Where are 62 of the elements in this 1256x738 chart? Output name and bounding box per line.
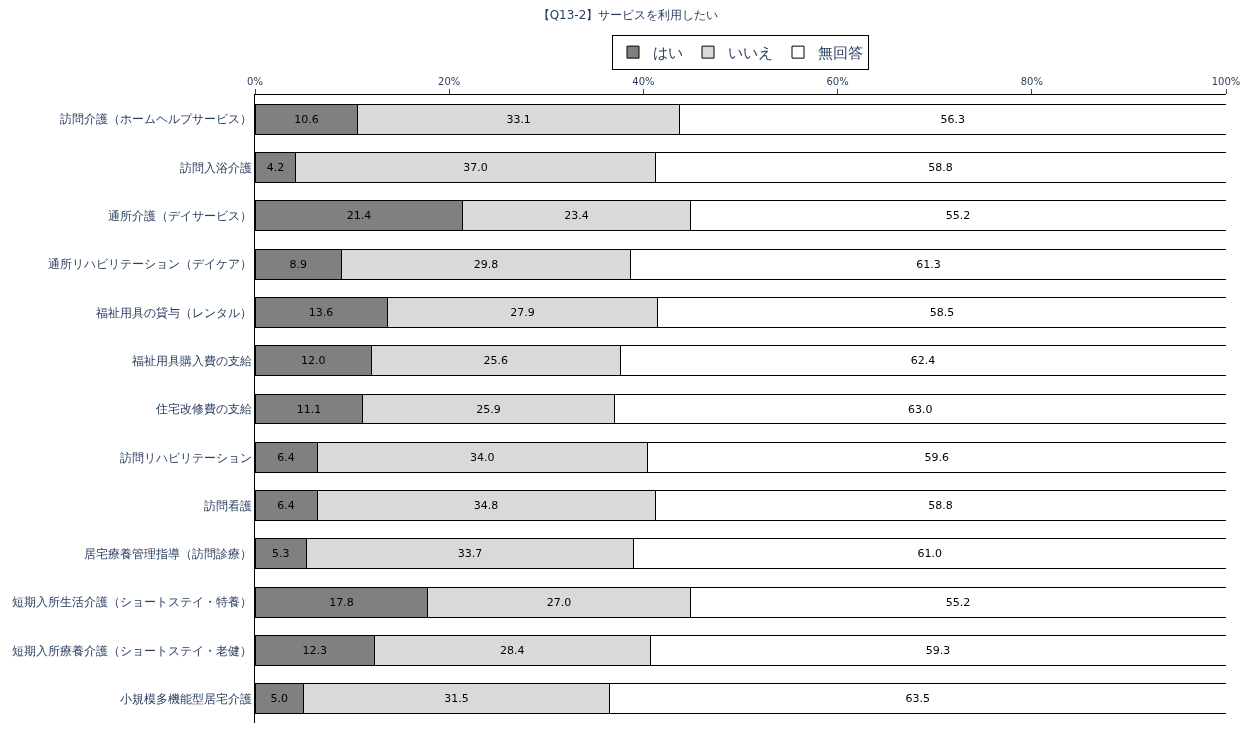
x-tick-label: 60%: [826, 76, 849, 87]
data-label: 63.5: [905, 692, 930, 706]
data-label: 55.2: [945, 209, 971, 223]
x-tick-label: 0%: [247, 76, 263, 87]
y-tick-label: 通所リハビリテーション（デイケア）: [47, 257, 252, 272]
chart-title: 【Q13-2】サービスを利用したい: [537, 8, 719, 23]
data-label: 12.3: [302, 644, 327, 658]
data-label: 11.1: [296, 402, 322, 416]
data-label: 58.8: [928, 499, 953, 513]
y-tick-label: 訪問介護（ホームヘルプサービス）: [59, 112, 252, 127]
y-tick-label: 訪問看護: [203, 498, 252, 513]
y-tick-label: 通所介護（デイサービス）: [107, 208, 252, 223]
data-label: 27.9: [510, 305, 535, 319]
data-label: 33.1: [506, 112, 531, 126]
data-label: 27.0: [546, 595, 572, 609]
data-label: 59.3: [925, 644, 951, 658]
data-label: 58.5: [929, 305, 955, 319]
data-label: 37.0: [463, 160, 488, 174]
data-label: 29.8: [473, 257, 499, 271]
x-tick-label: 80%: [1020, 76, 1043, 87]
data-label: 25.6: [483, 354, 509, 368]
data-label: 17.8: [329, 595, 354, 609]
data-label: 10.6: [294, 112, 319, 126]
data-label: 4.2: [266, 160, 285, 174]
data-label: 34.0: [469, 450, 495, 464]
y-tick-label: 福祉用具購入費の支給: [131, 353, 252, 368]
y-tick-label: 短期入所療養介護（ショートステイ・老健）: [11, 643, 252, 658]
x-tick-label: 20%: [438, 76, 461, 87]
data-label: 61.3: [916, 257, 941, 271]
data-label: 33.7: [457, 547, 483, 561]
data-label: 63.0: [907, 402, 933, 416]
y-tick-label: 住宅改修費の支給: [154, 402, 252, 417]
data-label: 31.5: [444, 692, 469, 706]
data-label: 28.4: [500, 644, 525, 658]
data-label: 21.4: [346, 209, 372, 223]
data-label: 59.6: [924, 450, 949, 464]
y-tick-label: 訪問リハビリテーション: [119, 450, 252, 465]
data-label: 8.9: [289, 257, 307, 271]
y-tick-label: 短期入所生活介護（ショートステイ・特養）: [11, 595, 252, 610]
data-label: 6.4: [277, 499, 295, 513]
data-label: 56.3: [940, 112, 965, 126]
data-label: 58.8: [928, 160, 953, 174]
data-label: 13.6: [308, 305, 334, 319]
data-label: 55.2: [945, 595, 971, 609]
data-label: 5.0: [270, 692, 289, 706]
y-tick-label: 居宅療養管理指導（訪問診療）: [83, 547, 252, 562]
data-label: 23.4: [564, 209, 589, 223]
data-label: 5.3: [271, 547, 290, 561]
data-label: 6.4: [277, 450, 295, 464]
y-tick-label: 訪問入浴介護: [179, 160, 252, 175]
y-tick-label: 福祉用具の貸与（レンタル）: [95, 305, 252, 320]
data-label: 12.0: [301, 354, 326, 368]
y-tick-label: 小規模多機能型居宅介護: [119, 692, 252, 707]
data-label: 34.8: [473, 499, 499, 513]
legend-label: 無回答: [818, 43, 863, 62]
legend-label: いいえ: [728, 43, 773, 62]
data-label: 25.9: [476, 402, 501, 416]
x-tick-label: 100%: [1211, 76, 1241, 87]
legend-label: はい: [653, 43, 683, 62]
x-tick-label: 40%: [632, 76, 655, 87]
data-label: 61.0: [917, 547, 943, 561]
data-label: 62.4: [910, 354, 936, 368]
